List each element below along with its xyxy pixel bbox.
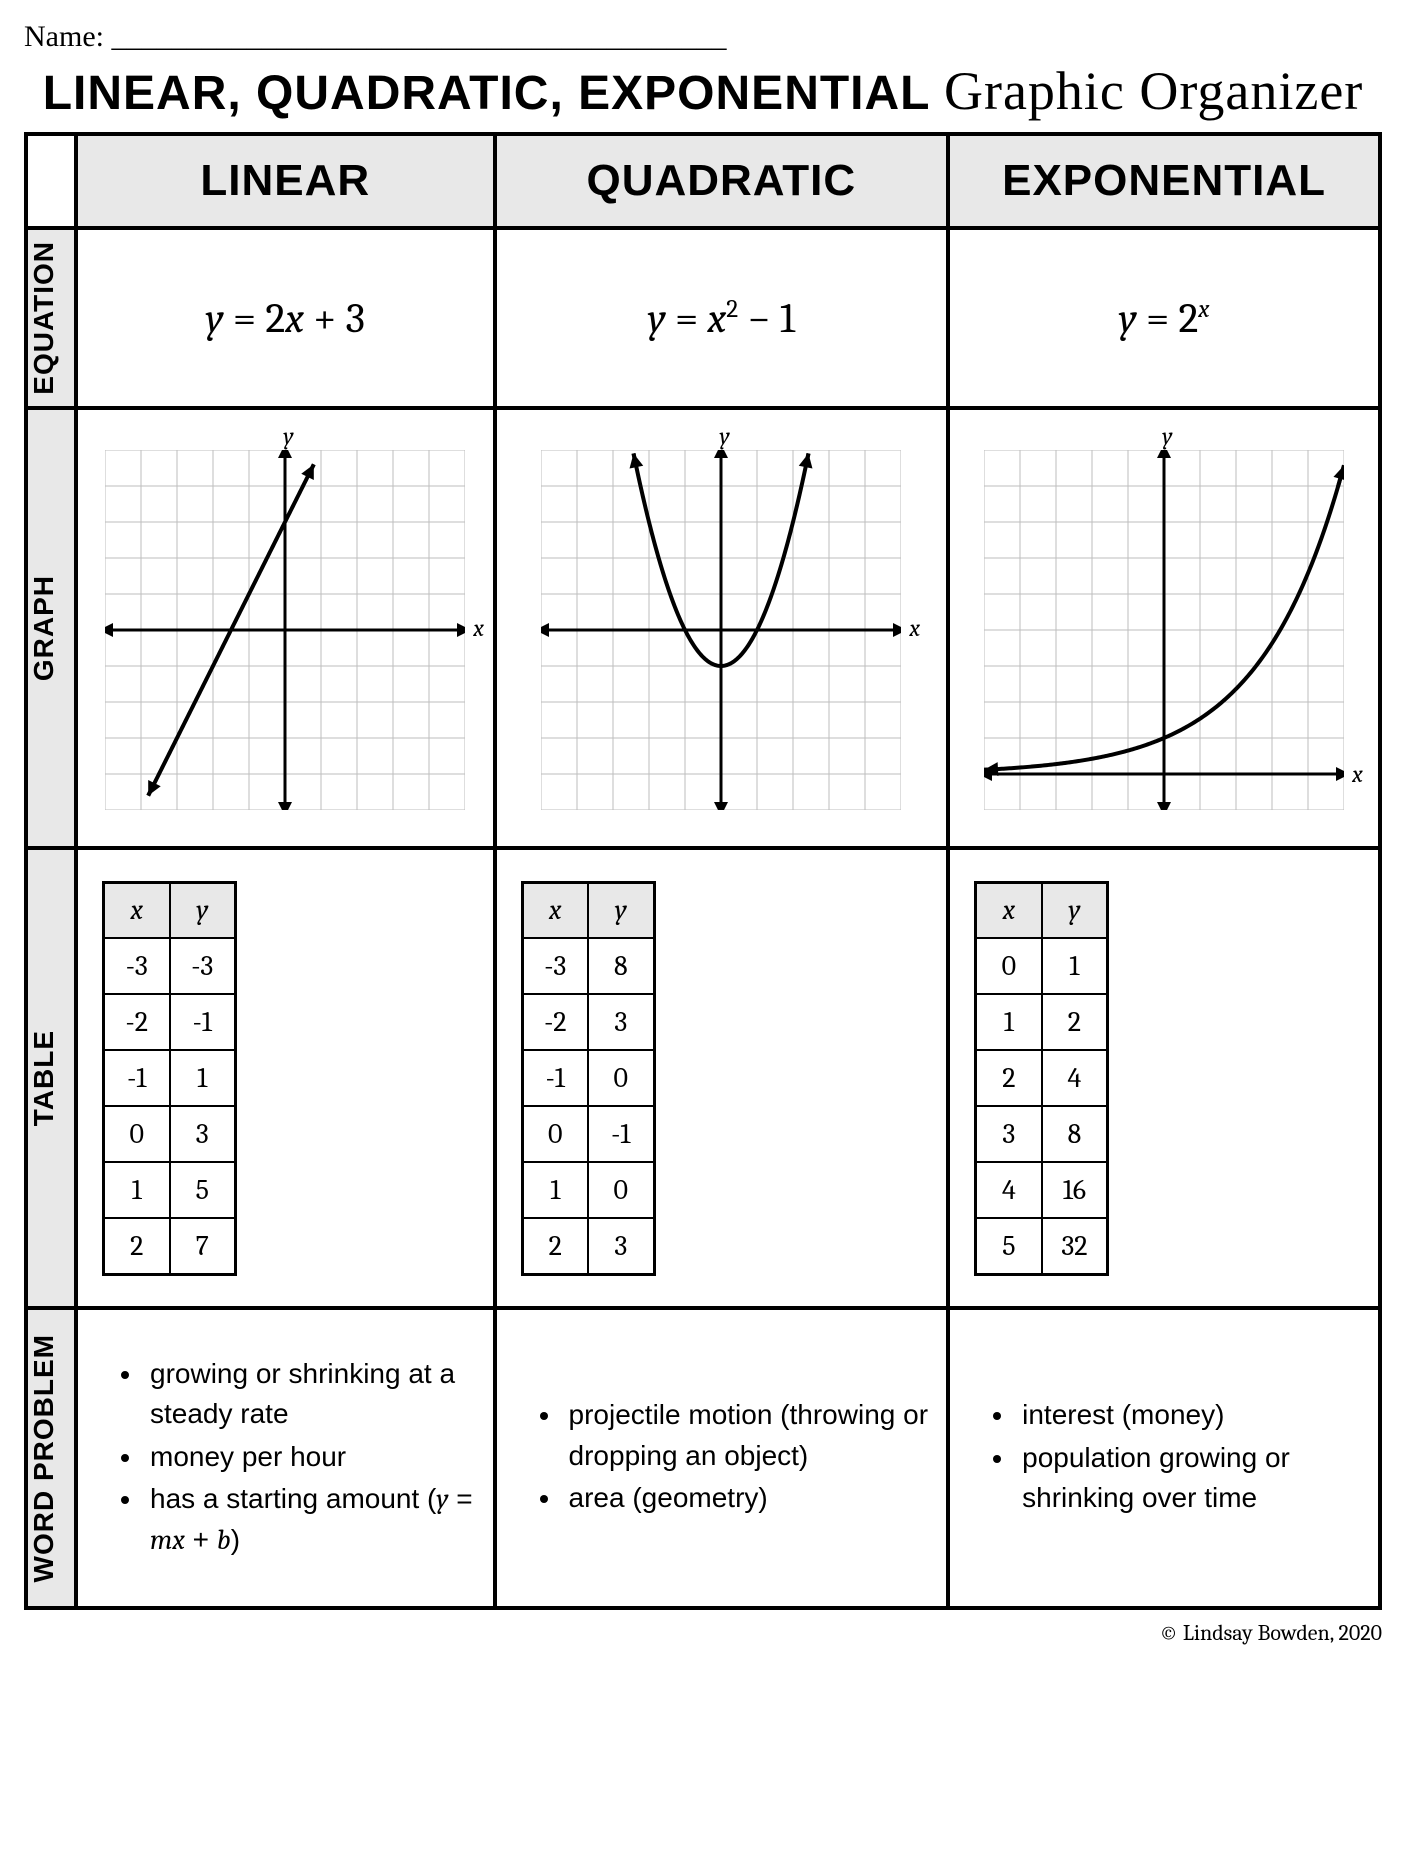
- table-linear: xy-3-3-2-1-11031527: [76, 848, 495, 1308]
- word-linear: growing or shrinking at a steady ratemon…: [76, 1308, 495, 1608]
- word-item: has a starting amount (y = mx + b): [144, 1479, 483, 1560]
- xy-cell: 5: [976, 1218, 1042, 1274]
- corner-cell: [26, 134, 76, 228]
- xy-cell: 0: [522, 1106, 588, 1162]
- word-item: interest (money): [1016, 1395, 1368, 1436]
- word-item: area (geometry): [563, 1478, 937, 1519]
- xy-header-x: x: [976, 882, 1042, 938]
- quadratic-graph-svg: [541, 450, 901, 810]
- xy-cell: -2: [104, 994, 170, 1050]
- xy-cell: 4: [1042, 1050, 1108, 1106]
- xy-cell: 0: [104, 1106, 170, 1162]
- x-axis-label: x: [909, 614, 920, 642]
- xy-cell: 2: [522, 1218, 588, 1274]
- xy-cell: -1: [522, 1050, 588, 1106]
- graph-quadratic: y x: [495, 408, 949, 848]
- word-item: growing or shrinking at a steady rate: [144, 1354, 483, 1435]
- xy-cell: -1: [170, 994, 236, 1050]
- xy-cell: 1: [170, 1050, 236, 1106]
- xy-cell: 2: [104, 1218, 170, 1274]
- xy-cell: 32: [1042, 1218, 1108, 1274]
- xy-cell: 0: [588, 1050, 654, 1106]
- equation-quadratic: y = x2 − 1: [495, 228, 949, 408]
- xy-table-linear: xy-3-3-2-1-11031527: [102, 881, 237, 1276]
- xy-header-y: y: [170, 882, 236, 938]
- xy-cell: 7: [170, 1218, 236, 1274]
- xy-header-y: y: [588, 882, 654, 938]
- name-line: Name: __________________________________…: [24, 20, 1382, 54]
- xy-cell: 1: [522, 1162, 588, 1218]
- xy-cell: 4: [976, 1162, 1042, 1218]
- word-quadratic: projectile motion (throwing or dropping …: [495, 1308, 949, 1608]
- row-equation: Equation: [26, 228, 76, 408]
- word-item: projectile motion (throwing or dropping …: [563, 1395, 937, 1476]
- page-title: Linear, Quadratic, Exponential Graphic O…: [24, 60, 1382, 122]
- col-linear: Linear: [76, 134, 495, 228]
- xy-cell: -1: [104, 1050, 170, 1106]
- xy-cell: -2: [522, 994, 588, 1050]
- xy-cell: 2: [976, 1050, 1042, 1106]
- footer-credit: © Lindsay Bowden, 2020: [24, 1620, 1382, 1646]
- xy-table-quadratic: xy-38-23-100-11023: [521, 881, 656, 1276]
- xy-cell: 0: [976, 938, 1042, 994]
- organizer-table: Linear Quadratic Exponential Equation y …: [24, 132, 1382, 1610]
- word-item: population growing or shrinking over tim…: [1016, 1438, 1368, 1519]
- xy-cell: 3: [170, 1106, 236, 1162]
- title-script: Graphic Organizer: [944, 61, 1363, 121]
- xy-cell: 2: [1042, 994, 1108, 1050]
- graph-exponential: y x: [948, 408, 1380, 848]
- equation-linear: y = 2x + 3: [76, 228, 495, 408]
- linear-graph-svg: [105, 450, 465, 810]
- x-axis-label: x: [1352, 760, 1363, 788]
- xy-cell: 3: [588, 1218, 654, 1274]
- row-table: Table: [26, 848, 76, 1308]
- xy-header-x: x: [522, 882, 588, 938]
- col-exponential: Exponential: [948, 134, 1380, 228]
- word-item: money per hour: [144, 1437, 483, 1478]
- xy-cell: 1: [1042, 938, 1108, 994]
- exponential-graph-svg: [984, 450, 1344, 810]
- y-axis-label: y: [283, 422, 293, 450]
- xy-cell: -1: [588, 1106, 654, 1162]
- word-exponential: interest (money)population growing or sh…: [948, 1308, 1380, 1608]
- xy-cell: 0: [588, 1162, 654, 1218]
- xy-table-exponential: xy01122438416532: [974, 881, 1109, 1276]
- name-label: Name:: [24, 20, 104, 53]
- xy-cell: -3: [522, 938, 588, 994]
- name-blank: ________________________________________…: [111, 20, 726, 53]
- y-axis-label: y: [719, 422, 729, 450]
- xy-cell: 3: [976, 1106, 1042, 1162]
- row-word: Word Problem: [26, 1308, 76, 1608]
- xy-cell: 8: [1042, 1106, 1108, 1162]
- xy-cell: 16: [1042, 1162, 1108, 1218]
- xy-header-y: y: [1042, 882, 1108, 938]
- xy-cell: -3: [104, 938, 170, 994]
- xy-cell: 1: [104, 1162, 170, 1218]
- x-axis-label: x: [473, 614, 484, 642]
- title-caps: Linear, Quadratic, Exponential: [43, 67, 930, 120]
- xy-cell: 1: [976, 994, 1042, 1050]
- xy-cell: -3: [170, 938, 236, 994]
- xy-header-x: x: [104, 882, 170, 938]
- table-exponential: xy01122438416532: [948, 848, 1380, 1308]
- y-axis-label: y: [1162, 422, 1172, 450]
- xy-cell: 5: [170, 1162, 236, 1218]
- graph-linear: y x: [76, 408, 495, 848]
- xy-cell: 8: [588, 938, 654, 994]
- xy-cell: 3: [588, 994, 654, 1050]
- col-quadratic: Quadratic: [495, 134, 949, 228]
- table-quadratic: xy-38-23-100-11023: [495, 848, 949, 1308]
- equation-exponential: y = 2x: [948, 228, 1380, 408]
- row-graph: Graph: [26, 408, 76, 848]
